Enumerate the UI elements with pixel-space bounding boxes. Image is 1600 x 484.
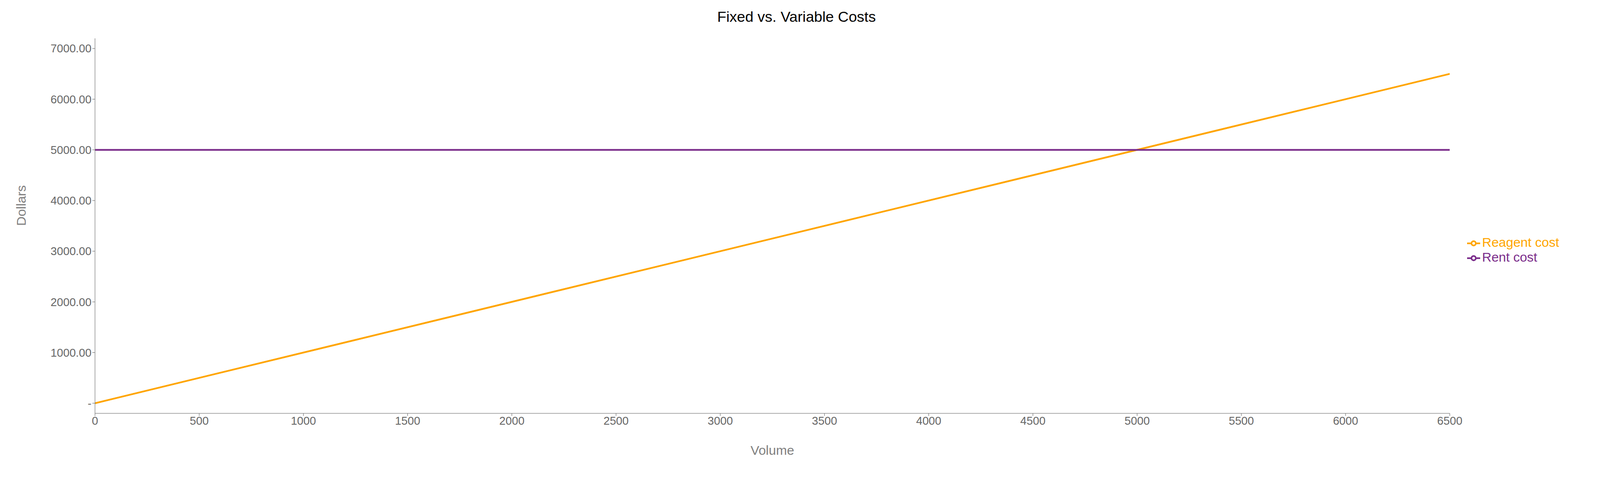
svg-text:2000.00: 2000.00	[50, 295, 92, 309]
html-text:Rent cost: Rent cost	[1482, 249, 1538, 265]
svg-text:500: 500	[189, 413, 209, 428]
svg-text:0: 0	[91, 413, 99, 428]
svg-text:Dollars: Dollars	[13, 185, 29, 226]
svg-text:3500: 3500	[811, 413, 838, 428]
svg-text:3000: 3000	[707, 413, 733, 428]
svg-text:1000.00: 1000.00	[50, 345, 92, 360]
svg-text:4000: 4000	[915, 413, 942, 428]
svg-text:2500: 2500	[603, 413, 629, 428]
svg-text:1000: 1000	[290, 413, 316, 428]
html-text:Fixed vs. Variable Costs: Fixed vs. Variable Costs	[717, 8, 876, 25]
svg-text:-: -	[87, 396, 92, 410]
svg-text:7000.00: 7000.00	[50, 41, 92, 55]
svg-text:1500: 1500	[395, 413, 421, 428]
svg-text:4000.00: 4000.00	[50, 193, 92, 207]
svg-text:6500: 6500	[1437, 413, 1463, 428]
svg-text:5000: 5000	[1124, 413, 1150, 428]
html-text:Reagent cost: Reagent cost	[1482, 234, 1560, 250]
svg-text:6000.00: 6000.00	[50, 92, 92, 106]
svg-text:2000: 2000	[499, 413, 525, 428]
svg-text:3000.00: 3000.00	[50, 244, 92, 258]
svg-text:Volume: Volume	[750, 442, 795, 458]
svg-text:6000: 6000	[1332, 413, 1359, 428]
svg-text:4500: 4500	[1020, 413, 1046, 428]
svg-text:5500: 5500	[1228, 413, 1255, 428]
svg-text:5000.00: 5000.00	[50, 143, 92, 157]
